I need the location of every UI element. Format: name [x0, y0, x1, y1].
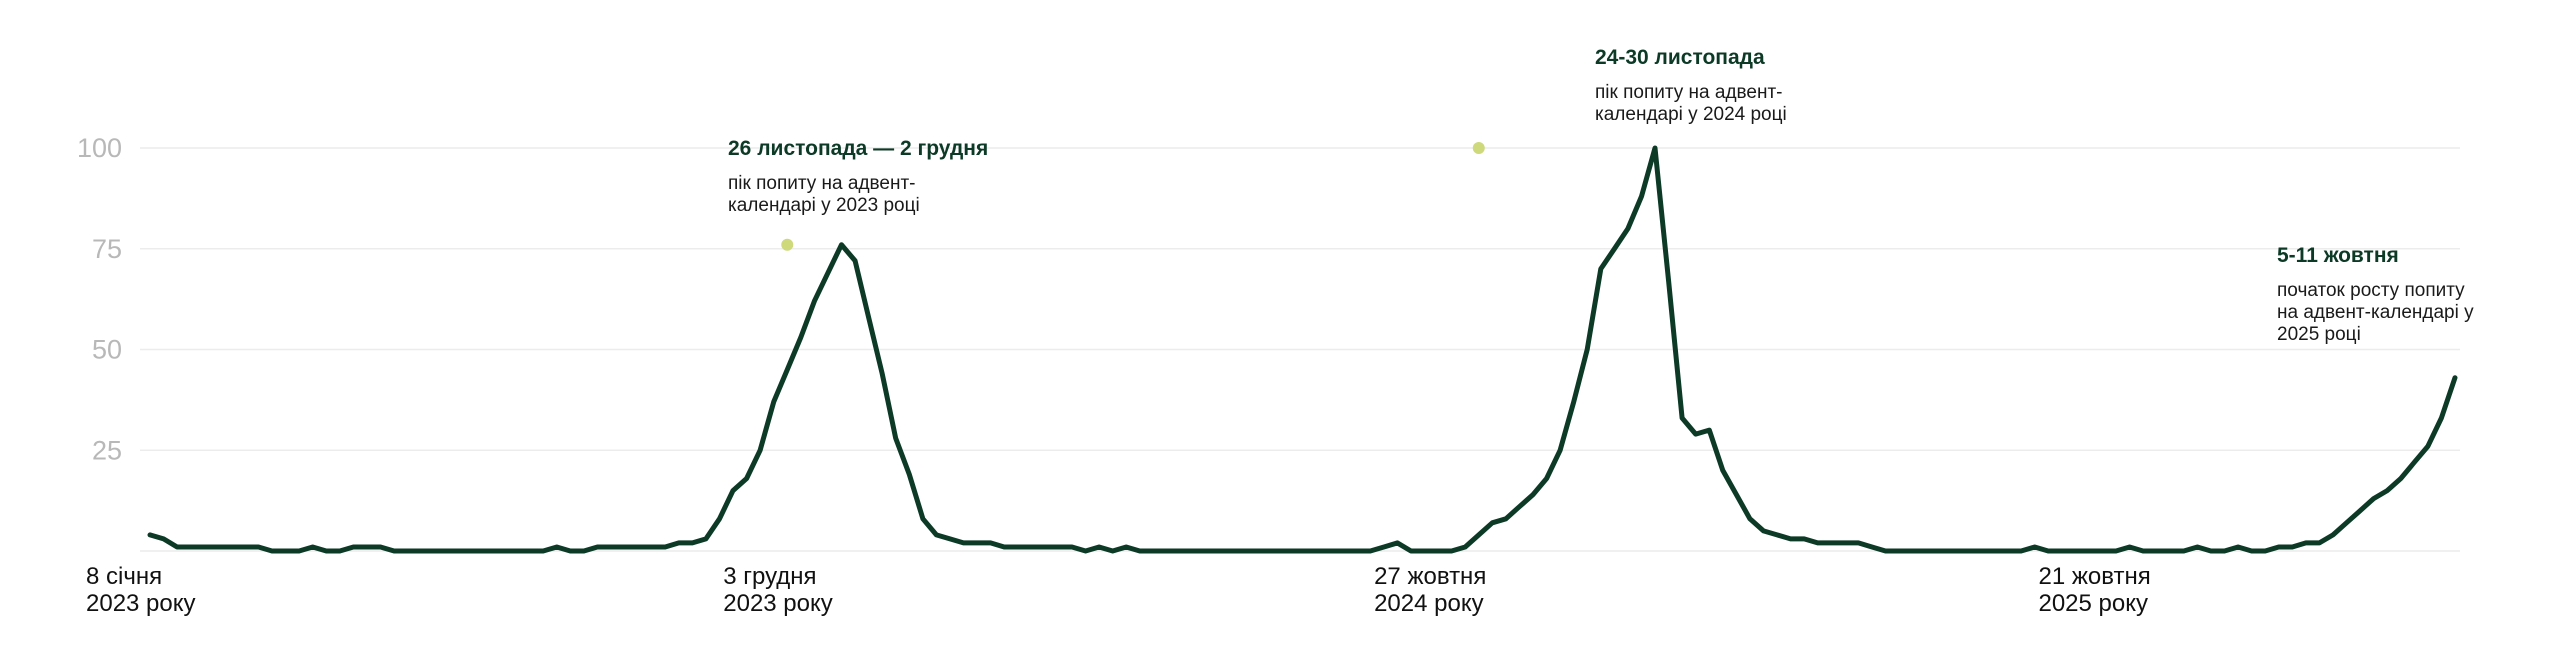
annotation-title: 5-11 жовтня	[2277, 244, 2399, 267]
annotation-text: календарі у 2024 році	[1595, 104, 1787, 125]
annotation-text: календарі у 2023 році	[728, 195, 920, 216]
annotation: 26 листопада — 2 грудня пік попиту на адв…	[728, 137, 988, 216]
annotation-title: 26 листопада — 2 грудня	[728, 137, 988, 160]
grid-layer	[140, 147, 2460, 552]
y-tick-label: 25	[92, 435, 122, 465]
y-axis-ticks: 25 50 75 100	[77, 133, 122, 465]
annotation-text: 2025 році	[2277, 324, 2361, 345]
x-tick-label-line1: 3 грудня	[723, 563, 816, 590]
annotation-title: 24-30 листопада	[1595, 46, 1765, 69]
x-tick-label-line2: 2024 року	[1374, 590, 1484, 617]
x-tick-label-line2: 2023 року	[86, 590, 196, 617]
annotation: 24-30 листопада пік попиту на адвент-кале…	[1595, 46, 1787, 125]
peak-marker	[1472, 142, 1485, 154]
series-line	[147, 145, 2458, 554]
y-tick-label: 100	[77, 133, 122, 163]
x-tick-label-line2: 2023 року	[723, 590, 833, 617]
x-tick-label-line1: 21 жовтня	[2038, 563, 2150, 590]
annotation-text: початок росту попиту	[2277, 280, 2465, 301]
annotation-text: пік попиту на адвент-	[728, 173, 916, 194]
x-tick-label-line1: 8 січня	[86, 563, 162, 590]
x-tick-label-line2: 2025 року	[2038, 590, 2148, 617]
y-tick-label: 50	[92, 335, 122, 365]
peak-marker	[781, 238, 794, 251]
annotation-text: на адвент-календарі у	[2277, 302, 2474, 323]
y-tick-label: 75	[92, 234, 122, 264]
annotation-text: пік попиту на адвент-	[1595, 82, 1783, 103]
annotations: 26 листопада — 2 грудня пік попиту на адв…	[728, 46, 2474, 345]
peak-markers	[781, 142, 1485, 251]
series-layer	[147, 145, 2458, 554]
x-tick-label-line1: 27 жовтня	[1374, 563, 1486, 590]
